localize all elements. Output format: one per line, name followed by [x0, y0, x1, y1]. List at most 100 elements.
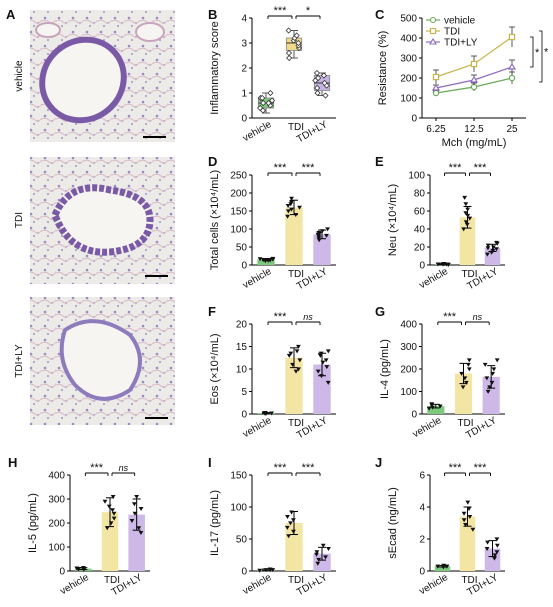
y-tick-label: 200 — [230, 189, 247, 200]
data-point — [426, 406, 432, 411]
y-tick-label: 60 — [414, 207, 426, 218]
data-point — [431, 83, 441, 91]
data-point — [466, 358, 472, 363]
data-point — [444, 564, 450, 569]
data-point — [289, 196, 294, 201]
panel-label-F: F — [208, 304, 216, 319]
data-point — [265, 99, 272, 107]
y-axis-label: IL-17 (pg/mL) — [209, 490, 221, 556]
data-point — [319, 229, 325, 234]
data-point — [432, 89, 440, 97]
data-point — [484, 252, 490, 257]
data-point — [138, 531, 144, 535]
data-point — [494, 240, 499, 245]
data-point — [320, 72, 327, 79]
histology-row-label-TDI: TDI — [14, 212, 25, 228]
data-point — [490, 249, 496, 253]
bar — [434, 566, 451, 571]
data-point — [297, 205, 302, 210]
data-point — [293, 213, 299, 217]
histology-row-label-vehicle: vehicle — [14, 60, 25, 92]
data-point — [324, 233, 329, 238]
y-axis-label: Resistance (%) — [377, 31, 389, 106]
bar — [313, 364, 331, 414]
data-point — [288, 200, 294, 205]
data-point — [461, 511, 467, 516]
data-point — [494, 358, 500, 363]
y-tick-label: 15 — [236, 342, 248, 353]
data-point — [322, 92, 329, 99]
data-point — [314, 84, 321, 92]
significance-bracket — [539, 30, 543, 83]
data-point — [320, 543, 326, 548]
y-tick-label: 4 — [419, 503, 425, 514]
y-tick-label: 500 — [400, 14, 417, 25]
data-point — [313, 69, 321, 77]
significance-label: *** — [274, 311, 288, 323]
data-point — [290, 518, 296, 523]
y-tick-label: 100 — [230, 503, 247, 514]
data-point — [466, 507, 472, 511]
x-category-label: TDI — [461, 575, 477, 586]
y-tick-label: 250 — [230, 171, 247, 182]
data-point — [111, 516, 117, 521]
data-point — [470, 527, 476, 532]
significance-label: ns — [119, 463, 129, 473]
data-point — [295, 39, 302, 47]
data-point — [285, 27, 292, 34]
data-point — [74, 566, 80, 571]
data-point — [465, 213, 471, 218]
data-point — [293, 32, 300, 39]
data-point — [129, 519, 135, 523]
data-point — [491, 245, 496, 250]
data-point — [466, 367, 472, 372]
data-point — [461, 227, 467, 232]
panel-label-D: D — [208, 154, 217, 169]
significance-label: *** — [274, 462, 288, 474]
x-category-label: TDI — [288, 122, 304, 133]
data-point — [284, 525, 290, 530]
y-axis-label: Total cells (×10⁴/mL) — [209, 170, 221, 270]
data-point — [110, 508, 115, 513]
data-point — [467, 216, 473, 221]
y-axis-label: Inflammatory score — [209, 21, 221, 115]
data-point — [257, 568, 263, 573]
data-point — [469, 75, 479, 83]
y-tick-label: 150 — [230, 471, 247, 482]
data-point — [316, 557, 322, 562]
data-point — [260, 258, 266, 262]
data-point — [106, 504, 112, 509]
y-tick-label: 4 — [241, 14, 247, 25]
data-point — [507, 62, 517, 70]
data-point — [108, 521, 114, 526]
significance-label: * — [535, 47, 540, 59]
data-point — [285, 515, 290, 519]
significance-label: * — [306, 5, 311, 17]
panel-label-B: B — [208, 7, 217, 22]
y-tick-label: 6 — [419, 471, 425, 482]
significance-label: * — [544, 47, 549, 59]
x-tick-label: 25 — [506, 124, 518, 135]
x-category-label: TDI — [104, 575, 120, 586]
y-tick-label: 300 — [400, 342, 417, 353]
legend-entry: vehicle — [444, 16, 476, 27]
y-tick-label: 50 — [236, 535, 248, 546]
data-point — [132, 511, 138, 516]
y-axis-label: sEcad (ng/mL) — [387, 487, 399, 559]
data-point — [259, 94, 266, 102]
data-point — [293, 369, 299, 374]
data-point — [102, 499, 108, 504]
data-point — [104, 526, 110, 531]
bar — [427, 406, 445, 414]
data-point — [316, 231, 322, 235]
data-point — [494, 550, 500, 555]
data-point — [490, 371, 496, 376]
data-point — [430, 405, 435, 410]
data-point — [437, 404, 443, 409]
data-point — [314, 550, 320, 555]
